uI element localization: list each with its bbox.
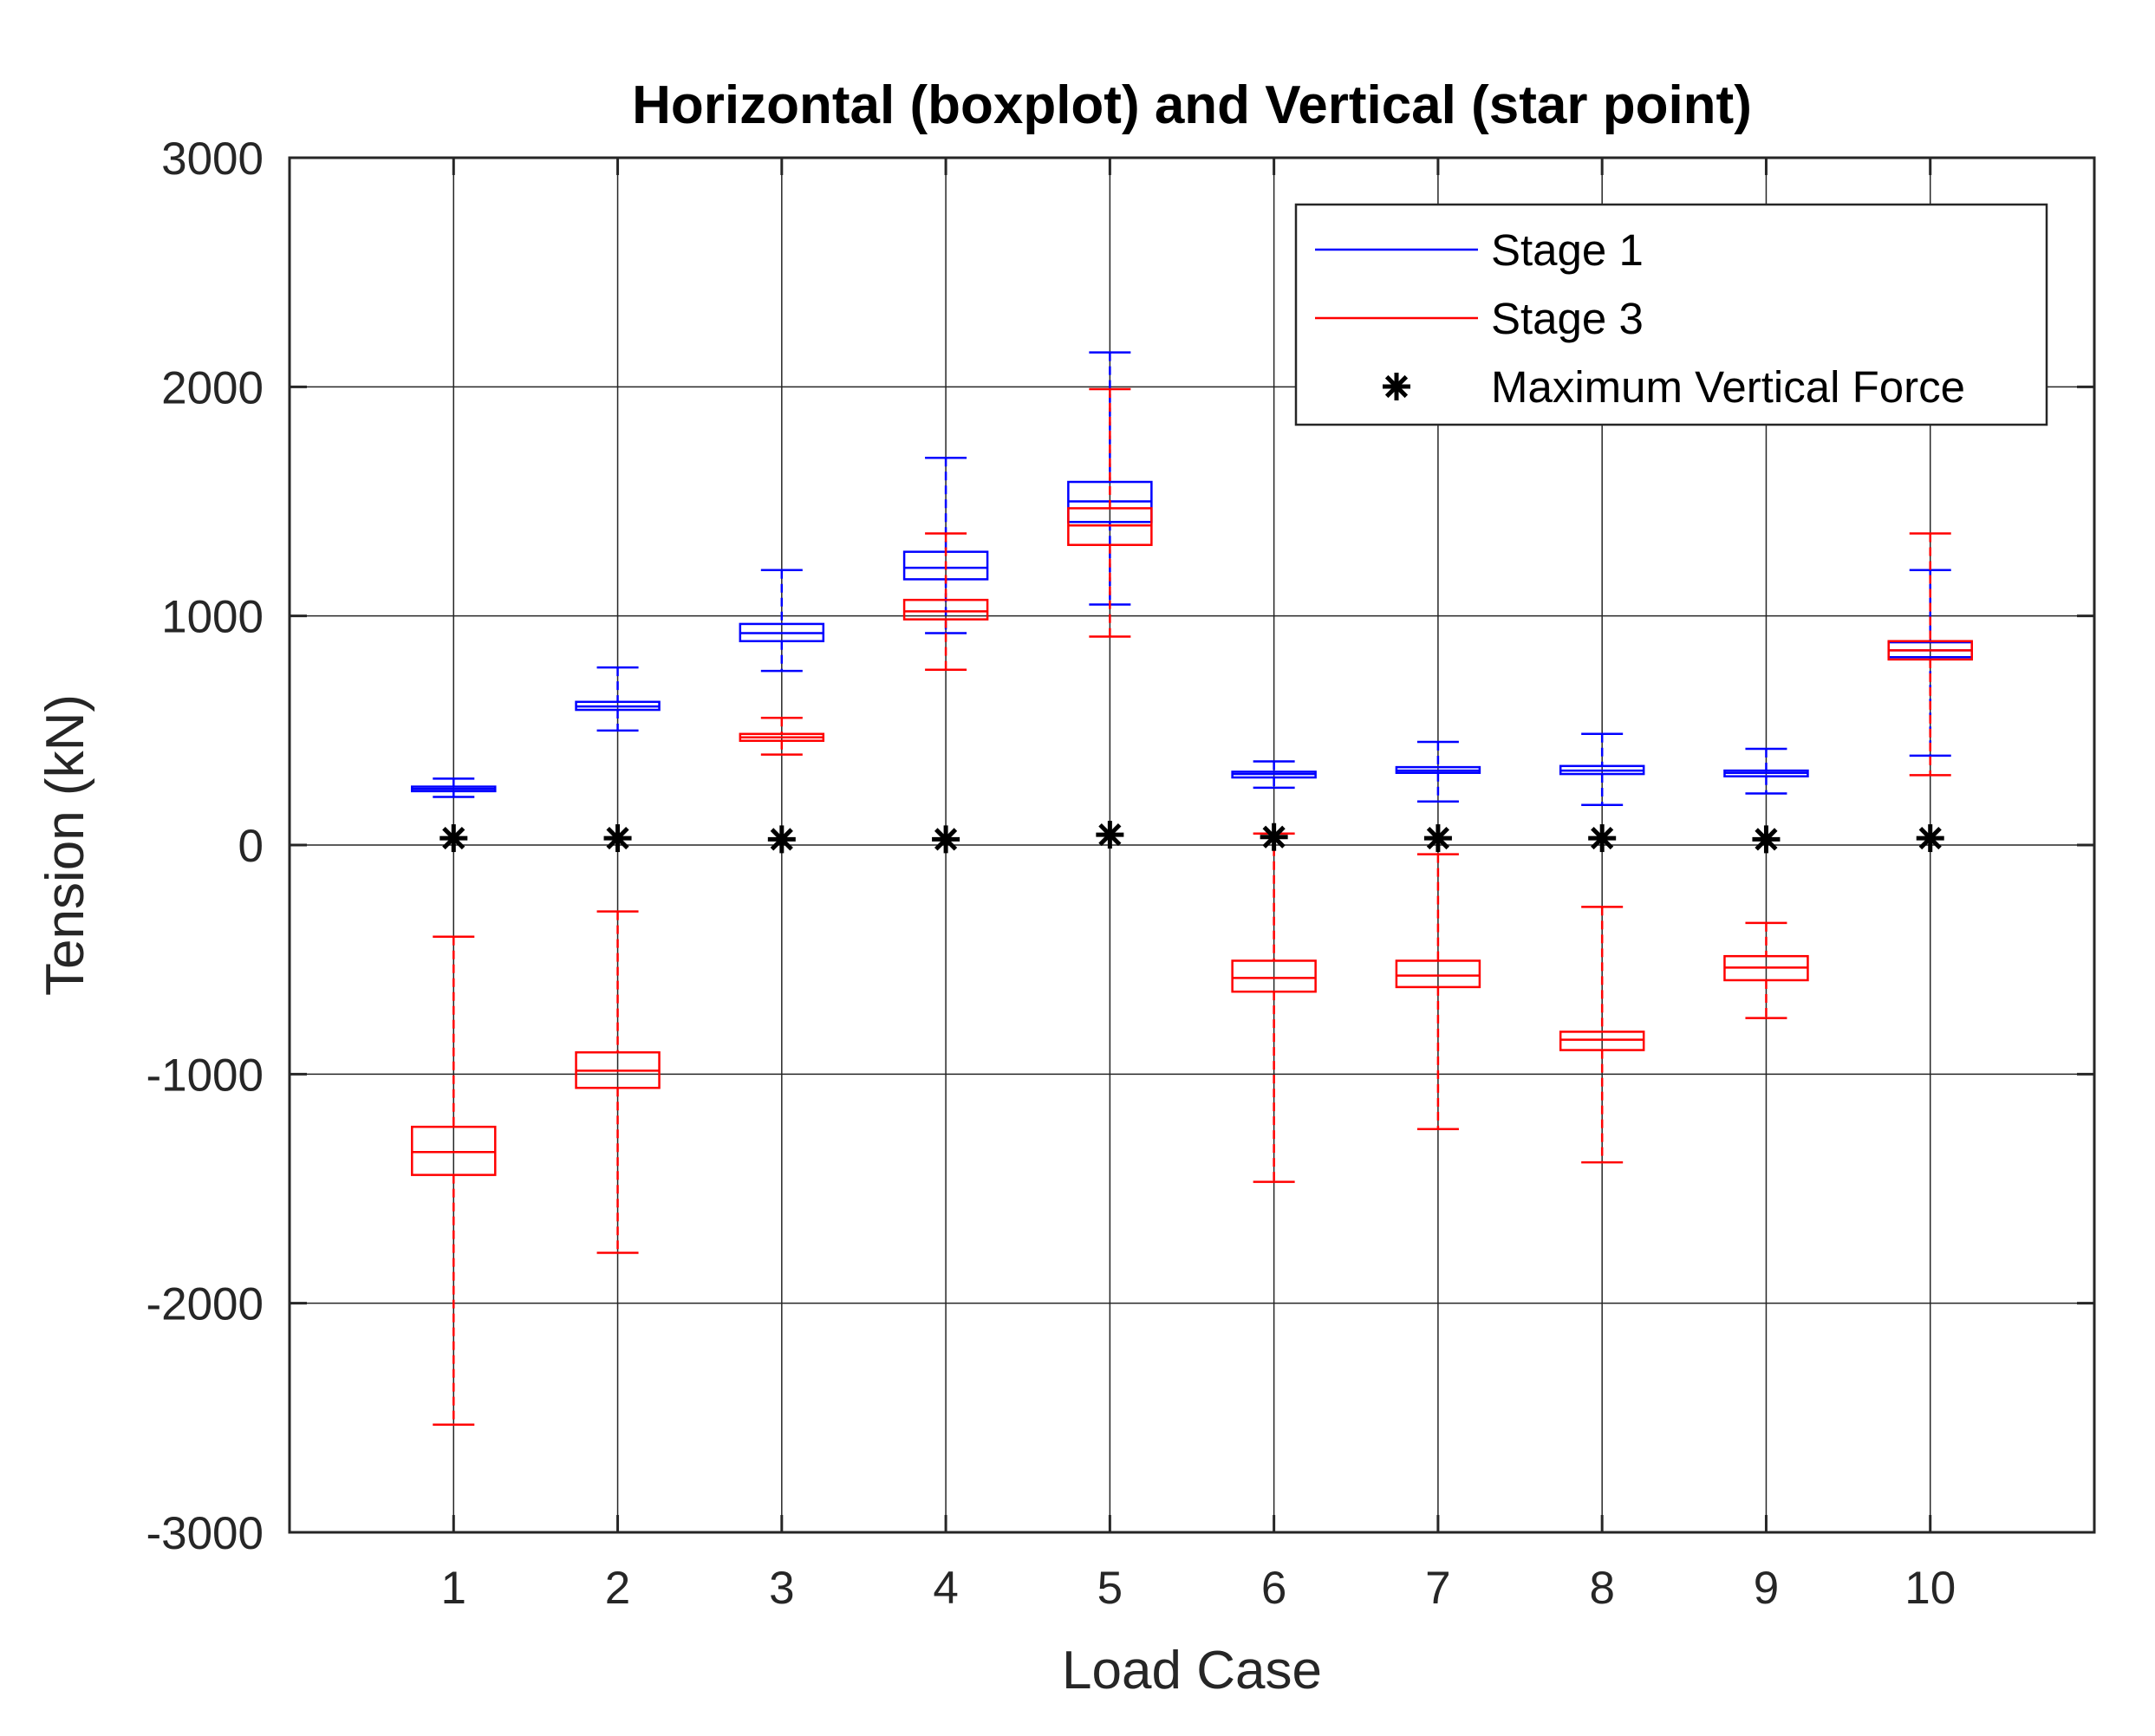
chart-title: Horizontal (boxplot) and Vertical (star … bbox=[632, 75, 1752, 135]
legend-swatch-max-vertical-force bbox=[1383, 373, 1410, 400]
x-tick-label: 2 bbox=[605, 1563, 630, 1614]
star-stroke bbox=[1262, 825, 1286, 848]
legend-label: Maximum Vertical Force bbox=[1491, 362, 1965, 412]
x-tick-label: 1 bbox=[441, 1563, 466, 1614]
boxplot-stage3-case-8 bbox=[1559, 906, 1645, 1164]
x-tick-label: 7 bbox=[1425, 1563, 1450, 1614]
x-axis-label: Load Case bbox=[1062, 1641, 1322, 1700]
y-tick-label: 3000 bbox=[161, 133, 264, 185]
x-tick-label: 3 bbox=[769, 1563, 794, 1614]
star-stroke bbox=[606, 826, 629, 850]
y-tick-label: 2000 bbox=[161, 362, 264, 413]
max-vertical-force-point-case-7 bbox=[1423, 824, 1452, 853]
legend-label: Stage 1 bbox=[1491, 225, 1644, 275]
x-tick-label: 4 bbox=[933, 1563, 958, 1614]
boxplot-stage3-case-10 bbox=[1887, 532, 1973, 777]
boxplot-stage1-case-1 bbox=[411, 777, 497, 798]
iqr-box bbox=[411, 1125, 497, 1176]
boxplot-stage3-case-4 bbox=[902, 532, 989, 672]
y-tick-label: -2000 bbox=[146, 1279, 264, 1330]
boxplot-stage3-case-1 bbox=[411, 935, 497, 1427]
iqr-box bbox=[1395, 959, 1481, 989]
legend-label: Stage 3 bbox=[1491, 294, 1644, 343]
max-vertical-force-point-case-4 bbox=[932, 825, 960, 854]
y-axis-label: Tension (kN) bbox=[36, 694, 95, 996]
x-tick-label: 6 bbox=[1261, 1563, 1286, 1614]
y-tick-label: -3000 bbox=[146, 1508, 264, 1559]
star-stroke bbox=[1098, 823, 1122, 847]
legend-box bbox=[1294, 203, 2048, 426]
star-stroke bbox=[1755, 828, 1778, 851]
boxplot-stage1-case-8 bbox=[1559, 732, 1645, 806]
iqr-box bbox=[1067, 507, 1153, 546]
boxplot-stage3-case-7 bbox=[1395, 853, 1481, 1131]
tick-labels: 3000 2000 1000 0 -1000 -2000 -3000 1 2 3 4 5 6 7 8 9 10 bbox=[146, 133, 2094, 1614]
max-vertical-force-point-case-6 bbox=[1260, 822, 1288, 851]
boxplot-stage3-case-6 bbox=[1231, 832, 1317, 1183]
y-tick-label: 0 bbox=[238, 821, 264, 872]
boxplot-stage3-case-5 bbox=[1067, 387, 1153, 638]
star-stroke bbox=[1591, 826, 1614, 850]
max-vertical-force-point-case-10 bbox=[1916, 824, 1944, 853]
boxplot-stage1-case-2 bbox=[575, 666, 661, 732]
star-stroke bbox=[770, 828, 793, 851]
max-vertical-force-point-case-2 bbox=[603, 824, 632, 853]
boxplot-stage1-case-9 bbox=[1723, 747, 1809, 795]
boxplot-stage3-case-3 bbox=[739, 717, 825, 756]
star-stroke bbox=[934, 828, 958, 851]
y-tick-label: -1000 bbox=[146, 1050, 264, 1101]
x-tick-label: 5 bbox=[1097, 1563, 1123, 1614]
x-tick-label: 10 bbox=[1904, 1563, 1956, 1614]
boxplot-stage1-case-7 bbox=[1395, 740, 1481, 803]
y-tick-label: 1000 bbox=[161, 592, 264, 643]
star-stroke bbox=[1918, 826, 1942, 850]
x-tick-label: 9 bbox=[1754, 1563, 1779, 1614]
boxplot-stage1-case-3 bbox=[739, 569, 825, 673]
star-stroke bbox=[442, 826, 466, 850]
max-vertical-force-point-case-5 bbox=[1096, 821, 1124, 849]
boxplot-stage1-case-6 bbox=[1231, 760, 1317, 790]
boxplot-stage3-case-2 bbox=[575, 910, 661, 1254]
max-vertical-force-point-case-8 bbox=[1588, 824, 1617, 853]
legend: Stage 1 Stage 3 Maximum Vertical Force bbox=[1294, 203, 2048, 426]
max-vertical-force-point-case-1 bbox=[439, 824, 468, 853]
iqr-box bbox=[1559, 1031, 1645, 1051]
x-tick-label: 8 bbox=[1589, 1563, 1614, 1614]
max-vertical-force-point-case-9 bbox=[1752, 825, 1781, 854]
iqr-box bbox=[1231, 959, 1317, 993]
plot-marks bbox=[411, 351, 1973, 1427]
iqr-box bbox=[902, 598, 989, 621]
star-stroke bbox=[1384, 374, 1409, 399]
boxplot-stage3-case-9 bbox=[1723, 921, 1809, 1019]
star-stroke bbox=[1426, 826, 1449, 850]
max-vertical-force-point-case-3 bbox=[767, 825, 796, 854]
